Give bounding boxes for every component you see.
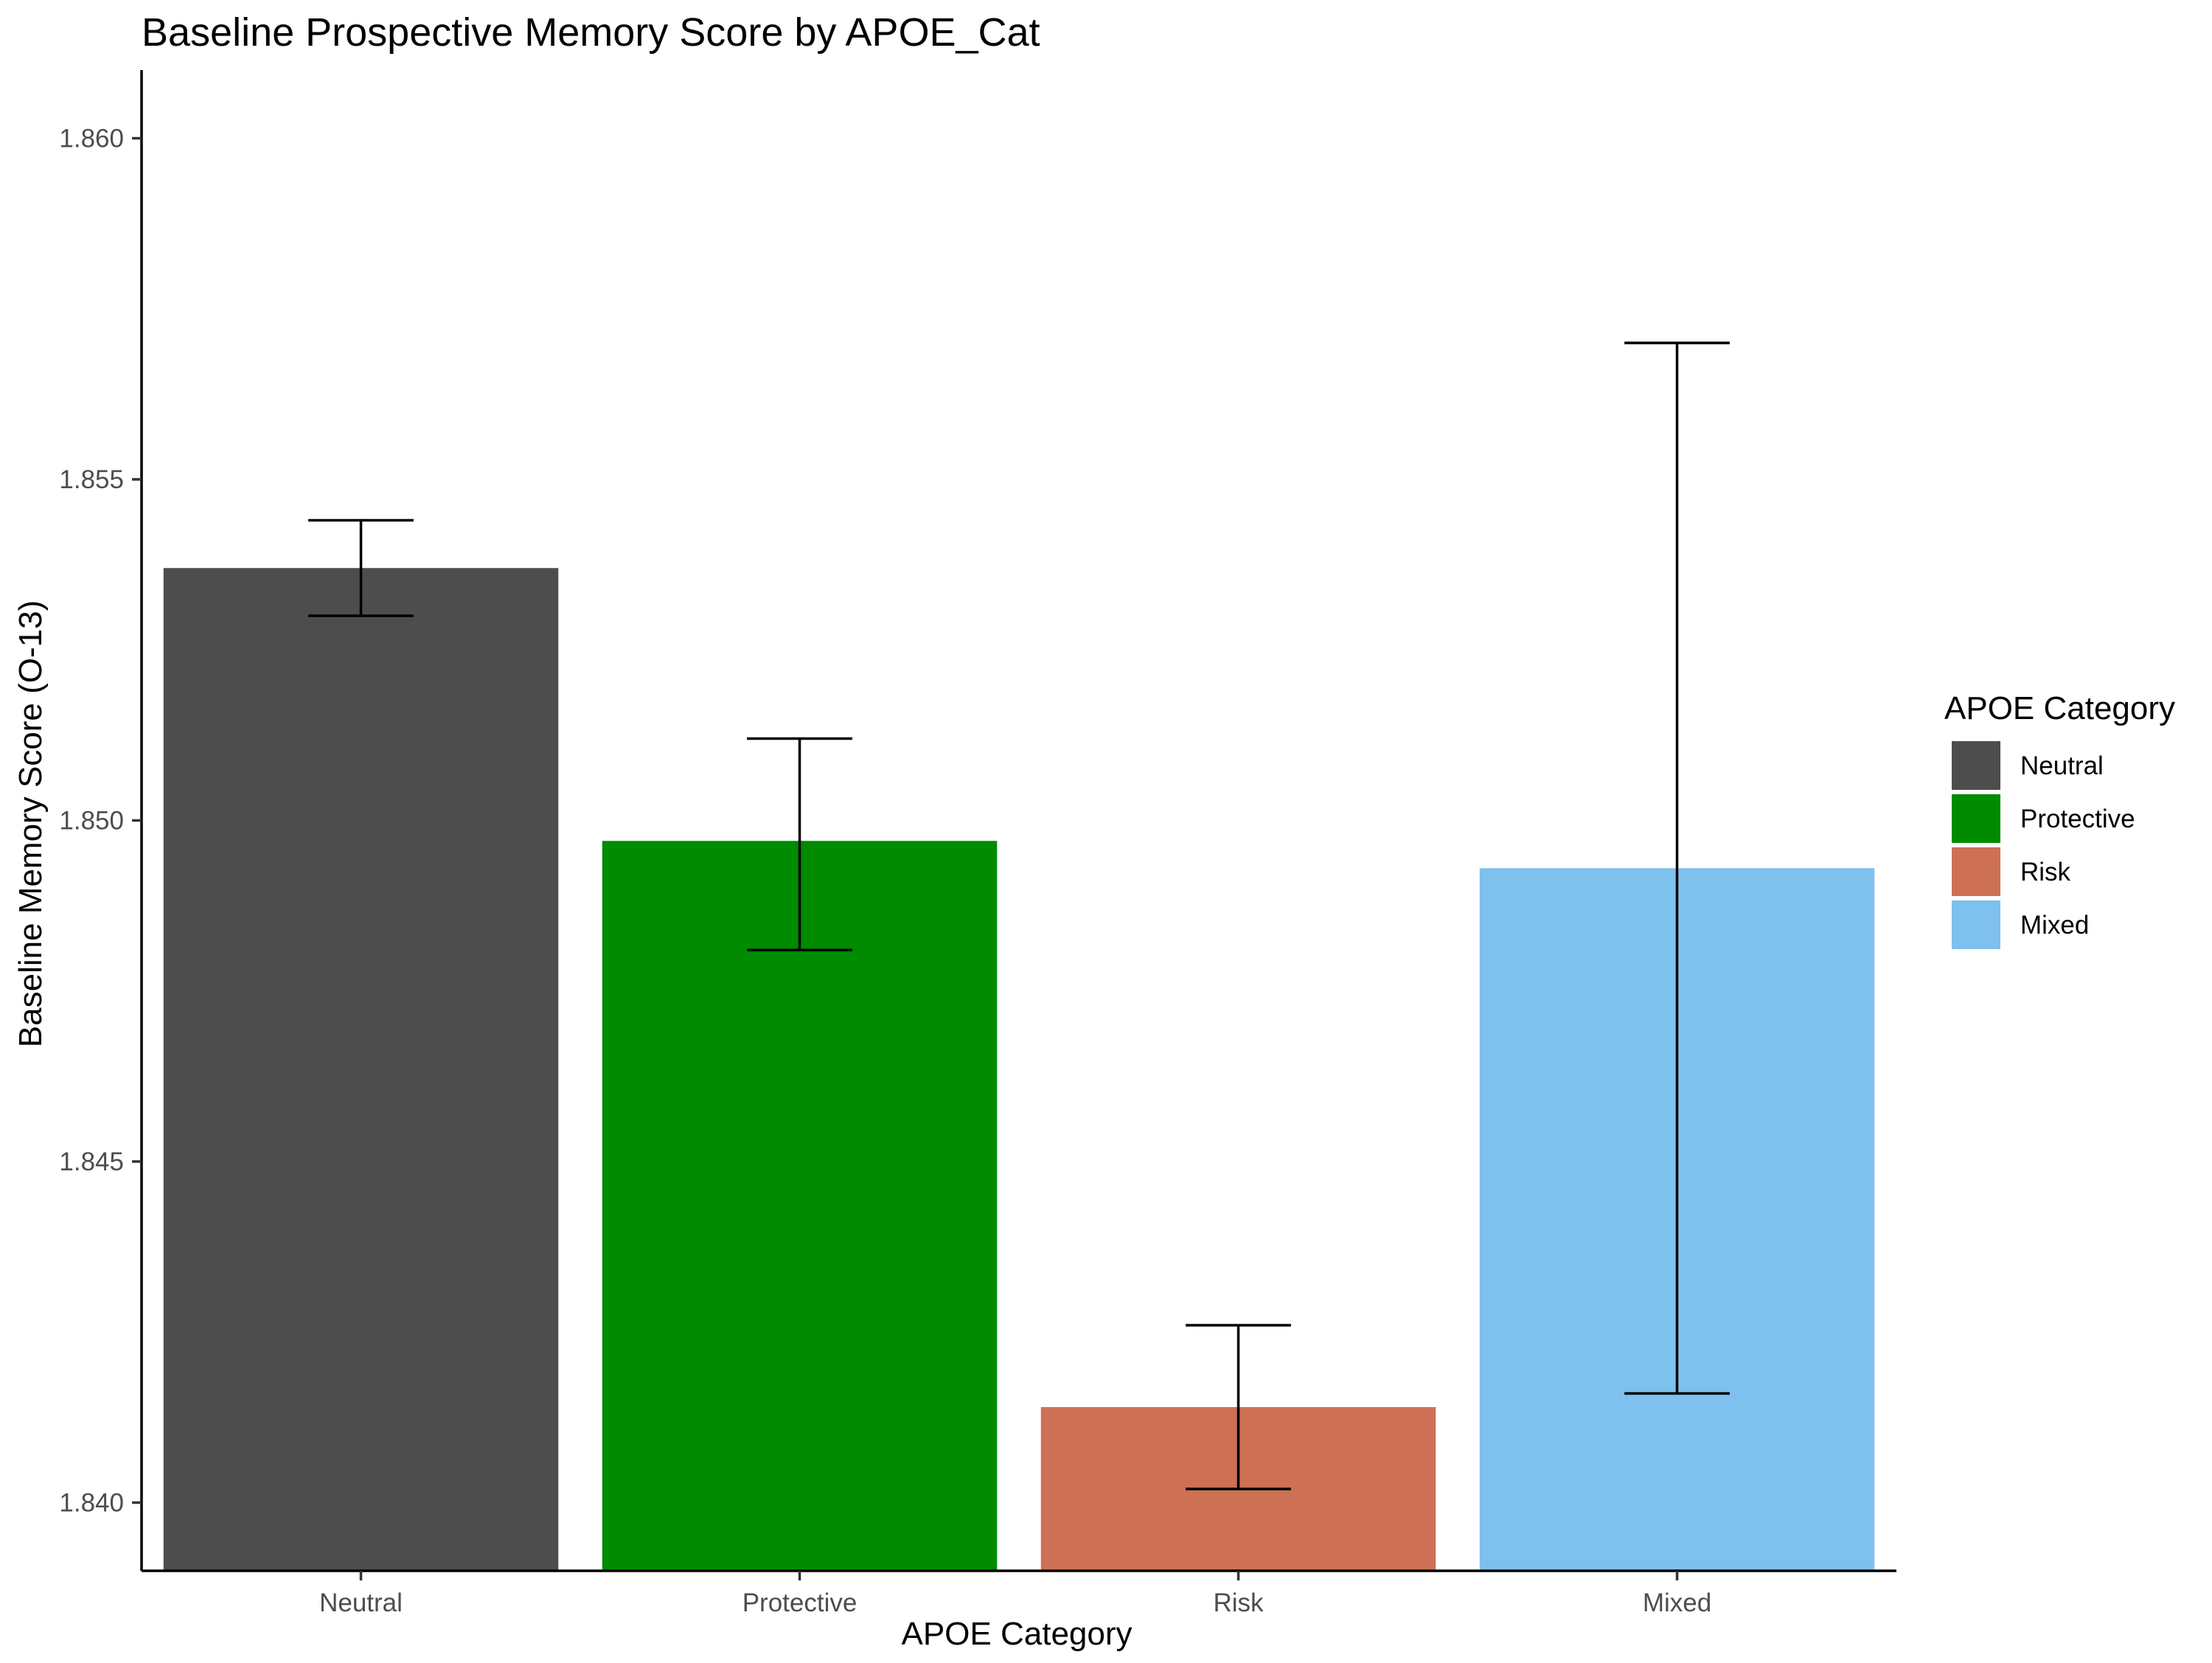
x-tick-label: Risk <box>1213 1589 1264 1617</box>
bar-protective <box>602 841 998 1571</box>
legend-swatch <box>1952 741 2000 790</box>
x-tick-label: Protective <box>742 1589 858 1617</box>
legend-label: Neutral <box>2020 751 2104 780</box>
y-tick-label: 1.855 <box>59 465 124 494</box>
legend-swatch <box>1952 847 2000 896</box>
legend-item-protective: Protective <box>1952 794 2135 843</box>
error-bar-mixed <box>1624 341 1730 1395</box>
legend-title: APOE Category <box>1944 690 2175 726</box>
legend-label: Risk <box>2020 858 2071 886</box>
y-axis-ticks: 1.840 1.845 1.850 1.855 1.860 <box>59 125 142 1518</box>
y-axis-title: Baseline Memory Score (O-13) <box>13 600 49 1047</box>
legend-swatch <box>1952 900 2000 949</box>
bars-layer <box>163 568 1875 1571</box>
y-tick-label: 1.845 <box>59 1148 124 1176</box>
legend-swatch <box>1952 794 2000 843</box>
y-tick-label: 1.850 <box>59 807 124 836</box>
x-axis-ticks: Neutral Protective Risk Mixed <box>319 1571 1711 1617</box>
error-bar-risk <box>1186 1324 1291 1490</box>
error-bars-layer <box>308 341 1730 1490</box>
chart-title: Baseline Prospective Memory Score by APO… <box>142 10 1040 55</box>
x-tick-label: Mixed <box>1643 1589 1711 1617</box>
x-tick-label: Neutral <box>319 1589 403 1617</box>
x-axis-title: APOE Category <box>901 1616 1132 1652</box>
legend-item-risk: Risk <box>1952 847 2071 896</box>
y-tick-label: 1.840 <box>59 1489 124 1518</box>
legend-items: Neutral Protective Risk Mixed <box>1952 741 2135 949</box>
legend: APOE Category Neutral Protective Risk Mixed <box>1944 690 2175 949</box>
legend-label: Mixed <box>2020 911 2089 940</box>
error-bar-neutral <box>308 518 414 617</box>
bar-neutral <box>163 568 559 1571</box>
legend-item-mixed: Mixed <box>1952 900 2089 949</box>
legend-item-neutral: Neutral <box>1952 741 2104 790</box>
y-tick-label: 1.860 <box>59 125 124 153</box>
error-bar-protective <box>747 737 852 951</box>
legend-label: Protective <box>2020 805 2135 833</box>
